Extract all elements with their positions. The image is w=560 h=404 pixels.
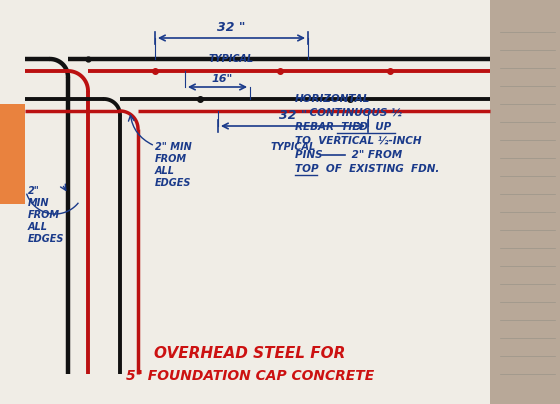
Bar: [0, 0, 490, 404]
Bar: [0, 104, 25, 204]
Text: TYPICAL: TYPICAL: [209, 54, 254, 64]
Text: REBAR  TIED  UP: REBAR TIED UP: [295, 122, 391, 132]
Text: MIN: MIN: [28, 198, 49, 208]
Text: ALL: ALL: [28, 222, 48, 232]
Text: ALL: ALL: [155, 166, 175, 176]
Text: EDGES: EDGES: [155, 178, 192, 188]
Text: 32 ": 32 ": [217, 21, 246, 34]
Text: TOP  OF  EXISTING  FDN.: TOP OF EXISTING FDN.: [295, 164, 440, 174]
Text: 32 ": 32 ": [279, 109, 307, 122]
Text: PINS        2" FROM: PINS 2" FROM: [295, 150, 402, 160]
Text: TYPICAL: TYPICAL: [270, 142, 316, 152]
Text: 16": 16": [212, 74, 233, 84]
Text: CONTINUOUS ½: CONTINUOUS ½: [295, 108, 402, 118]
Text: 2": 2": [28, 186, 40, 196]
Text: HORIZONTAL: HORIZONTAL: [295, 94, 370, 104]
Text: FROM: FROM: [155, 154, 187, 164]
Text: TO  VERTICAL ½-INCH: TO VERTICAL ½-INCH: [295, 136, 422, 146]
Bar: [490, 0, 560, 404]
Text: 2" MIN: 2" MIN: [155, 142, 192, 152]
Text: OVERHEAD STEEL FOR: OVERHEAD STEEL FOR: [155, 347, 346, 362]
Text: 5" FOUNDATION CAP CONCRETE: 5" FOUNDATION CAP CONCRETE: [126, 369, 374, 383]
Text: EDGES: EDGES: [28, 234, 64, 244]
Text: FROM: FROM: [28, 210, 60, 220]
